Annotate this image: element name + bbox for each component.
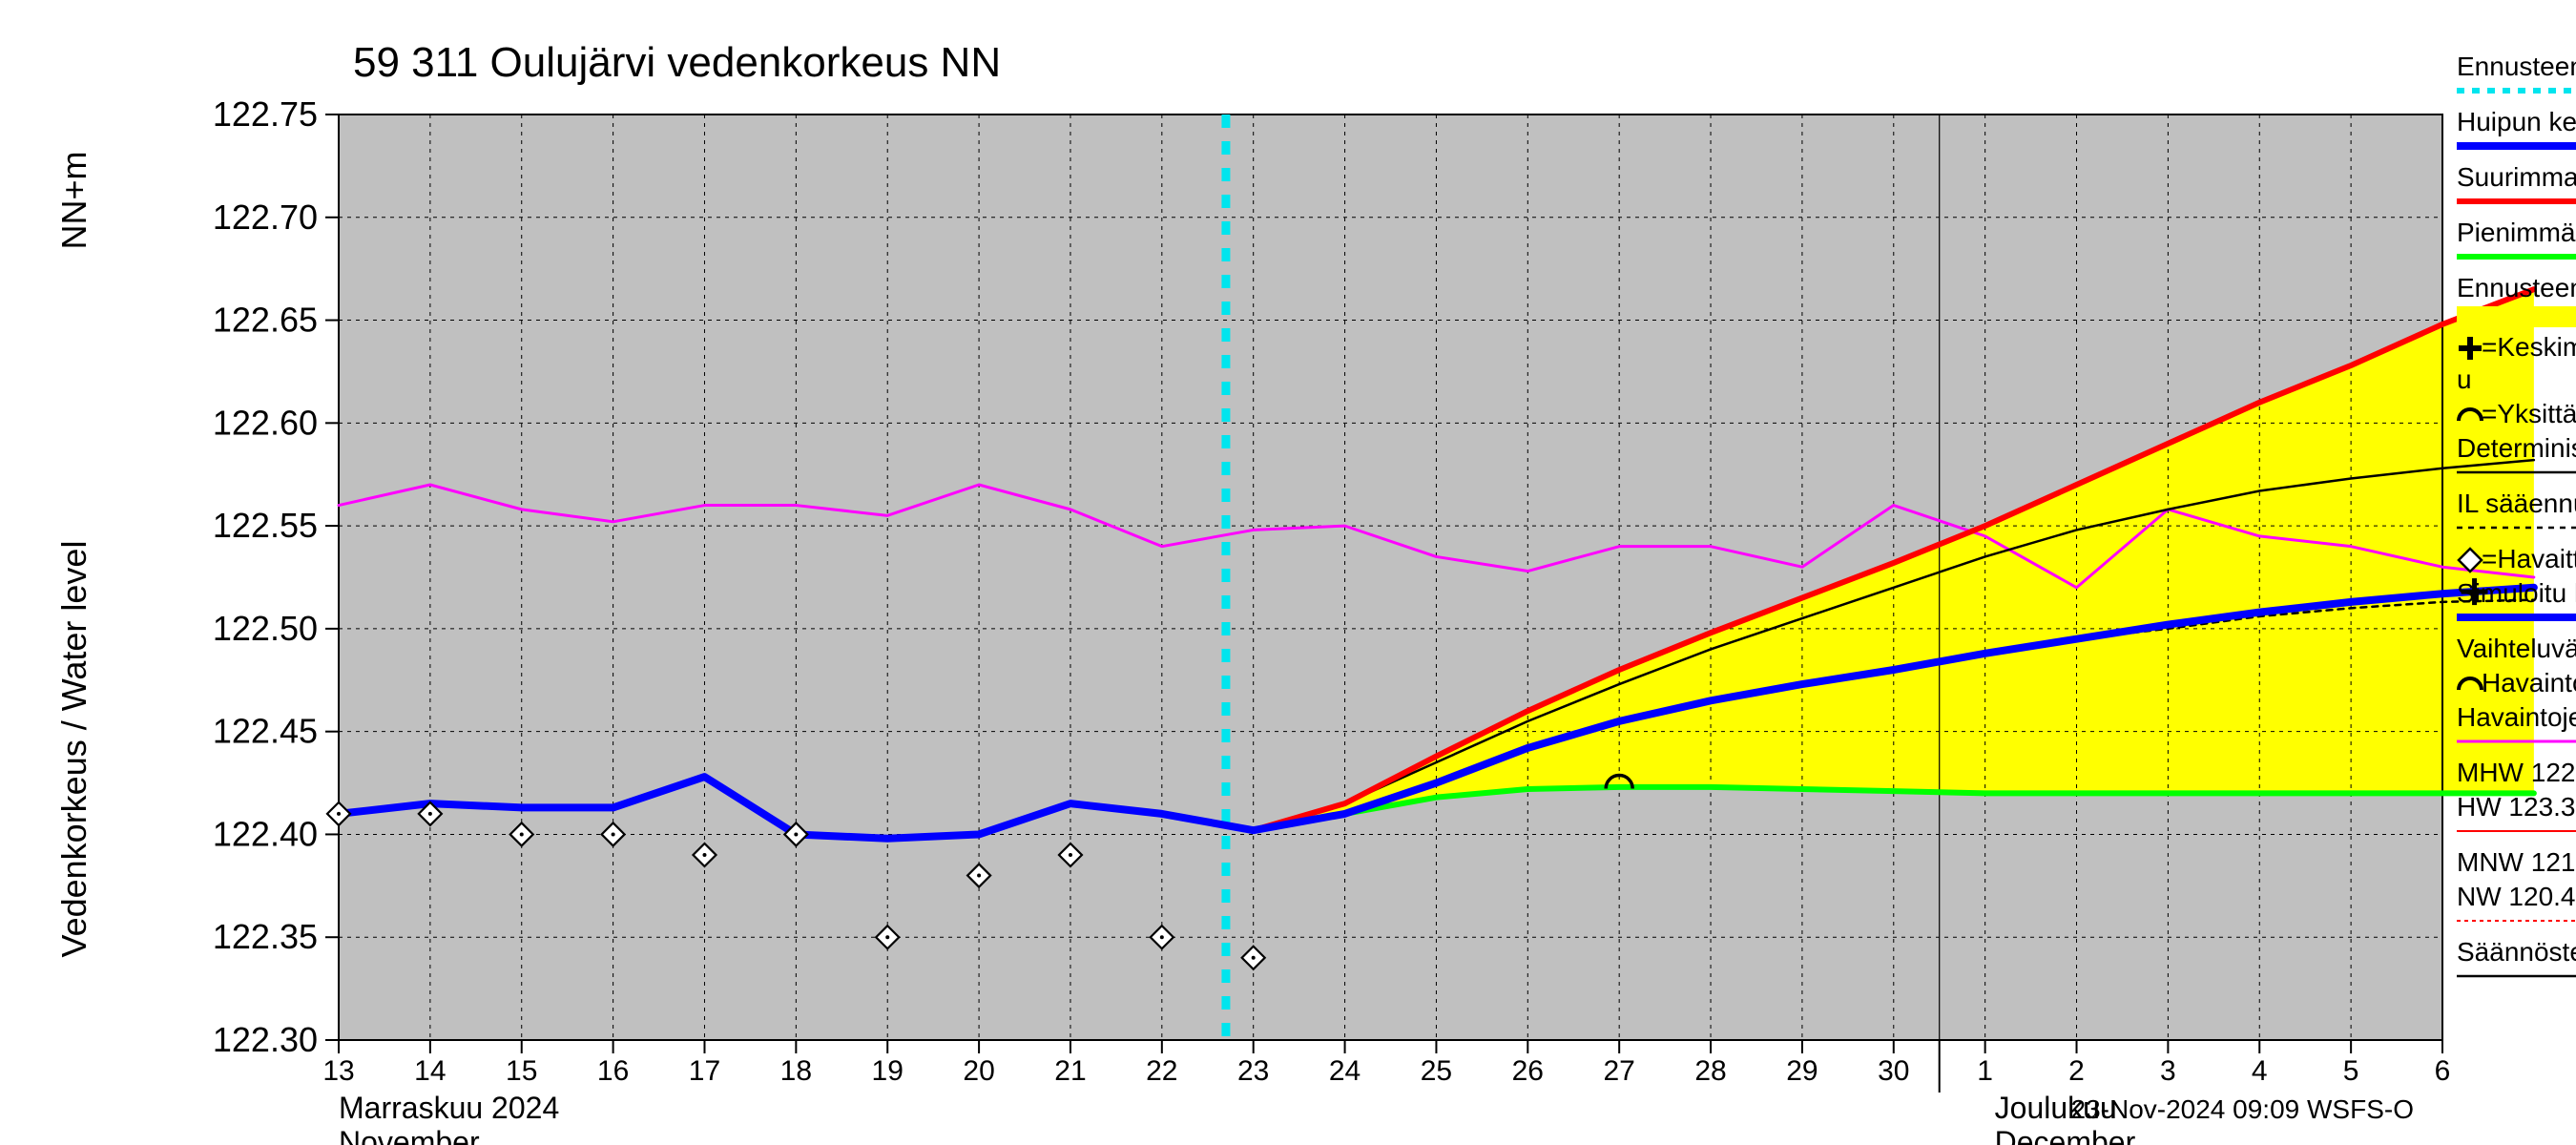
legend-label: Simuloitu historia <box>2457 578 2576 608</box>
legend-label: Pienimmän huipun ennuste <box>2457 218 2576 247</box>
observed-point-center <box>612 832 615 836</box>
yaxis-label2: NN+m <box>54 151 93 249</box>
xtick-label: 1 <box>1977 1055 1993 1087</box>
legend-label: MNW 121.21 HNW 122.10 <box>2457 847 2576 877</box>
yaxis-label1-g: Vedenkorkeus / Water level <box>54 541 93 958</box>
month2-en: December <box>1995 1125 2136 1145</box>
legend-label: Ennusteen alku <box>2457 52 2576 81</box>
xtick-label: 26 <box>1512 1055 1544 1087</box>
legend-label: =Keskimääräinen huippu <box>2482 332 2576 362</box>
xtick-label: 24 <box>1329 1055 1361 1087</box>
xtick-label: 20 <box>963 1055 994 1087</box>
legend-label: Deterministinen ennuste <box>2457 433 2576 463</box>
xtick-label: 17 <box>689 1055 720 1087</box>
xtick-label: 5 <box>2343 1055 2359 1087</box>
observed-point-center <box>977 874 981 878</box>
legend-label: IL sääennust.perustuva <box>2457 489 2576 518</box>
ytick-label: 122.40 <box>213 814 318 853</box>
observed-point-center <box>337 812 341 816</box>
ytick-label: 122.75 <box>213 94 318 134</box>
xtick-label: 30 <box>1878 1055 1909 1087</box>
observed-point-center <box>1160 935 1164 939</box>
ytick-label: 122.65 <box>213 301 318 340</box>
footer-timestamp: 23-Nov-2024 09:09 WSFS-O <box>2071 1094 2415 1124</box>
xtick-label: 2 <box>2068 1055 2085 1087</box>
observed-point-center <box>1252 956 1256 960</box>
legend-label: Ennusteen vaihteluväli <box>2457 273 2576 302</box>
xtick-label: 19 <box>872 1055 904 1087</box>
xtick-label: 25 <box>1421 1055 1452 1087</box>
legend-label: =Yksittäinen huippu <box>2482 399 2576 428</box>
xtick-label: 28 <box>1694 1055 1726 1087</box>
legend-label: Havaintojen mediaani <box>2457 702 2576 732</box>
legend-label: Huipun keskiennuste <box>2457 107 2576 136</box>
xtick-label: 16 <box>597 1055 629 1087</box>
water-level-chart: 122.30 122.35 122.40 122.45 122.50 122.55 122.… <box>0 0 2576 1145</box>
observed-point-center <box>794 832 798 836</box>
yaxis-label2-g: NN+m <box>54 151 93 249</box>
ytick-label: 122.30 <box>213 1020 318 1059</box>
xtick-label: 21 <box>1054 1055 1086 1087</box>
observed-point-center <box>702 853 706 857</box>
legend-label: MHW 122.84 NHW 121.27 <box>2457 758 2576 787</box>
observed-point-center <box>428 812 432 816</box>
legend-label: Vaihteluväli 1957-2023 <box>2457 634 2576 663</box>
legend-label: NW 120.45 m 04.05.1981 <box>2457 882 2576 911</box>
legend-swatch <box>2457 306 2576 327</box>
observed-point-center <box>1069 853 1072 857</box>
xtick-label: 27 <box>1603 1055 1634 1087</box>
legend-label: Havaintoasema 5903410 <box>2482 668 2576 697</box>
ytick-label: 122.60 <box>213 403 318 442</box>
chart-container: 122.30 122.35 122.40 122.45 122.50 122.55 122.… <box>0 0 2576 1145</box>
xtick-label: 18 <box>780 1055 812 1087</box>
ytick-label: 122.45 <box>213 712 318 751</box>
observed-point-center <box>520 832 524 836</box>
xtick-label: 15 <box>506 1055 537 1087</box>
xtick-label: 23 <box>1237 1055 1269 1087</box>
xtick-label: 13 <box>322 1055 354 1087</box>
observed-point-center <box>885 935 889 939</box>
xtick-label: 4 <box>2252 1055 2268 1087</box>
ytick-label: 122.55 <box>213 506 318 545</box>
xtick-label: 29 <box>1786 1055 1818 1087</box>
xtick-label: 14 <box>414 1055 446 1087</box>
chart-title: 59 311 Oulujärvi vedenkorkeus NN <box>353 39 1001 86</box>
legend-label: =Havaittu 5903410 <box>2482 544 2576 573</box>
month1-en: November <box>339 1125 480 1145</box>
legend-label-extra: u <box>2457 364 2472 394</box>
xtick-label: 22 <box>1146 1055 1177 1087</box>
legend-label: Säännöstelyraja <box>2457 937 2576 967</box>
ytick-label: 122.35 <box>213 917 318 956</box>
yaxis-label1: Vedenkorkeus / Water level <box>54 541 93 958</box>
ytick-label: 122.70 <box>213 198 318 237</box>
xtick-label: 6 <box>2435 1055 2451 1087</box>
ytick-label: 122.50 <box>213 609 318 648</box>
legend-label: HW 123.31 m 10.09.1962 <box>2457 792 2576 822</box>
legend-label: Suurimman huipun ennuste <box>2457 162 2576 192</box>
xtick-label: 3 <box>2160 1055 2176 1087</box>
month1-fi: Marraskuu 2024 <box>339 1091 559 1125</box>
